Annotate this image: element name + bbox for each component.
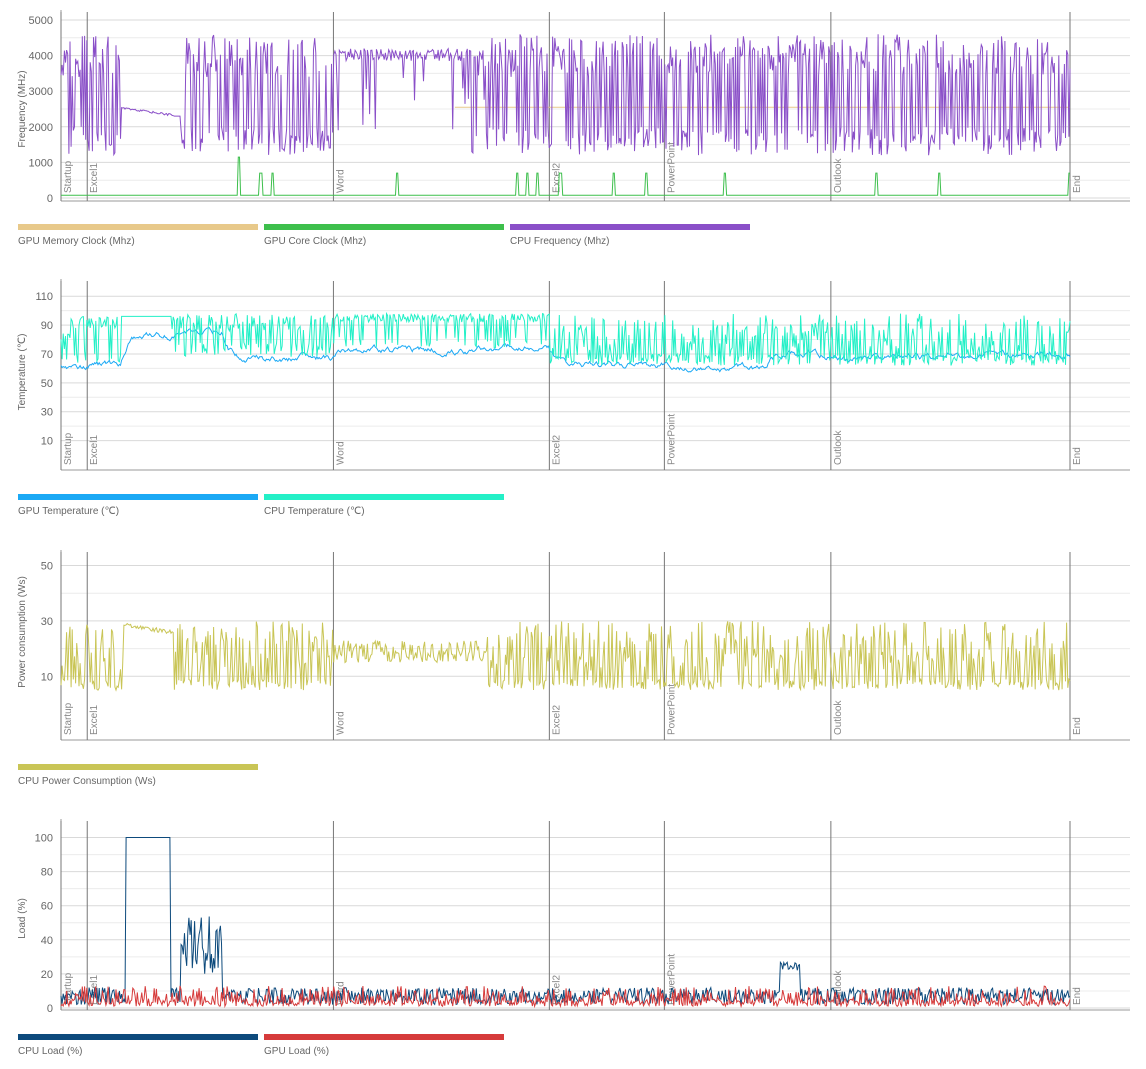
y-tick-label: 90 [41,320,53,332]
series-line-gpu-load [60,985,1071,1009]
y-tick-label: 50 [41,378,53,390]
y-tick-label: 30 [41,407,53,419]
legend-label-cpu-load[interactable]: CPU Load (%) [18,1046,82,1057]
y-tick-label: 30 [41,616,53,628]
marker-label-excel2: Excel2 [551,435,562,465]
marker-label-excel2: Excel2 [551,163,562,193]
marker-label-startup: Startup [63,432,74,465]
marker-label-excel2: Excel2 [551,705,562,735]
marker-label-powerpoint: PowerPoint [666,954,677,1005]
marker-label-excel1: Excel1 [89,435,100,465]
legend-label-cpu-frequency-mhz[interactable]: CPU Frequency (Mhz) [510,236,609,247]
marker-label-word: Word [335,711,346,735]
y-tick-label: 80 [41,867,53,879]
marker-label-outlook: Outlook [833,970,844,1005]
legend-swatch-cpu-power-consumption-ws[interactable] [18,764,258,770]
series-line-cpu-power-consumption-ws [60,620,1071,692]
y-tick-label: 110 [35,291,53,303]
legend-label-gpu-memory-clock-mhz[interactable]: GPU Memory Clock (Mhz) [18,236,135,247]
chart-panel-2: 10 30 50 70 90 110 Temperature (℃) Startup Excel… [17,279,1130,517]
y-tick-label: 60 [41,901,53,913]
marker-label-startup: Startup [63,972,74,1005]
marker-label-outlook: Outlook [833,430,844,465]
legend-swatch-cpu-load[interactable] [18,1034,258,1040]
marker-label-powerpoint: PowerPoint [666,684,677,735]
legend-label-gpu-temperature[interactable]: GPU Temperature (℃) [18,506,119,517]
marker-label-excel2: Excel2 [551,975,562,1005]
series-line-cpu-load [60,837,1071,1007]
y-tick-label: 5000 [29,15,53,27]
y-tick-label: 4000 [29,51,53,63]
legend-label-gpu-load[interactable]: GPU Load (%) [264,1046,329,1057]
y-tick-label: 10 [41,436,53,448]
legend-label-gpu-core-clock-mhz[interactable]: GPU Core Clock (Mhz) [264,236,366,247]
y-tick-label: 0 [47,1003,53,1015]
y-axis-label: Temperature (℃) [17,334,28,411]
marker-label-outlook: Outlook [833,158,844,193]
marker-label-word: Word [335,441,346,465]
y-axis-label: Load (%) [17,898,28,939]
y-axis-label: Power consumption (Ws) [17,576,28,688]
chart-panel-1: 0 1000 2000 3000 4000 5000 Frequency (MHz) Star… [17,10,1130,247]
y-tick-label: 3000 [29,86,53,98]
y-tick-label: 0 [47,193,53,205]
marker-label-word: Word [335,169,346,193]
marker-label-outlook: Outlook [833,700,844,735]
y-tick-label: 10 [41,671,53,683]
marker-label-powerpoint: PowerPoint [666,142,677,193]
marker-label-end: End [1072,987,1083,1005]
marker-label-end: End [1072,175,1083,193]
marker-label-startup: Startup [63,160,74,193]
series-line-gpu-temperature [60,327,1071,373]
legend-swatch-gpu-load[interactable] [264,1034,504,1040]
marker-label-excel1: Excel1 [89,163,100,193]
legend-label-cpu-temperature[interactable]: CPU Temperature (℃) [264,506,365,517]
marker-label-end: End [1072,447,1083,465]
series-line-cpu-temperature [60,311,1071,366]
series-line-gpu-core-clock-mhz [61,156,1070,196]
marker-label-excel1: Excel1 [89,705,100,735]
y-tick-label: 100 [35,833,53,845]
y-tick-label: 50 [41,561,53,573]
chart-panel-3: 10 30 50 Power consumption (Ws) Startup Excel… [17,550,1130,787]
legend-swatch-gpu-memory-clock-mhz[interactable] [18,224,258,230]
y-tick-label: 1000 [29,157,53,169]
series-line-cpu-frequency-mhz [60,34,1071,157]
y-axis-label: Frequency (MHz) [17,70,28,147]
legend-swatch-gpu-core-clock-mhz[interactable] [264,224,504,230]
y-tick-label: 2000 [29,122,53,134]
legend-swatch-gpu-temperature[interactable] [18,494,258,500]
legend-swatch-cpu-frequency-mhz[interactable] [510,224,750,230]
marker-label-end: End [1072,717,1083,735]
y-tick-label: 40 [41,935,53,947]
legend-swatch-cpu-temperature[interactable] [264,494,504,500]
y-tick-label: 70 [41,349,53,361]
marker-label-powerpoint: PowerPoint [666,414,677,465]
y-tick-label: 20 [41,969,53,981]
marker-label-startup: Startup [63,702,74,735]
legend-label-cpu-power-consumption-ws[interactable]: CPU Power Consumption (Ws) [18,776,156,787]
